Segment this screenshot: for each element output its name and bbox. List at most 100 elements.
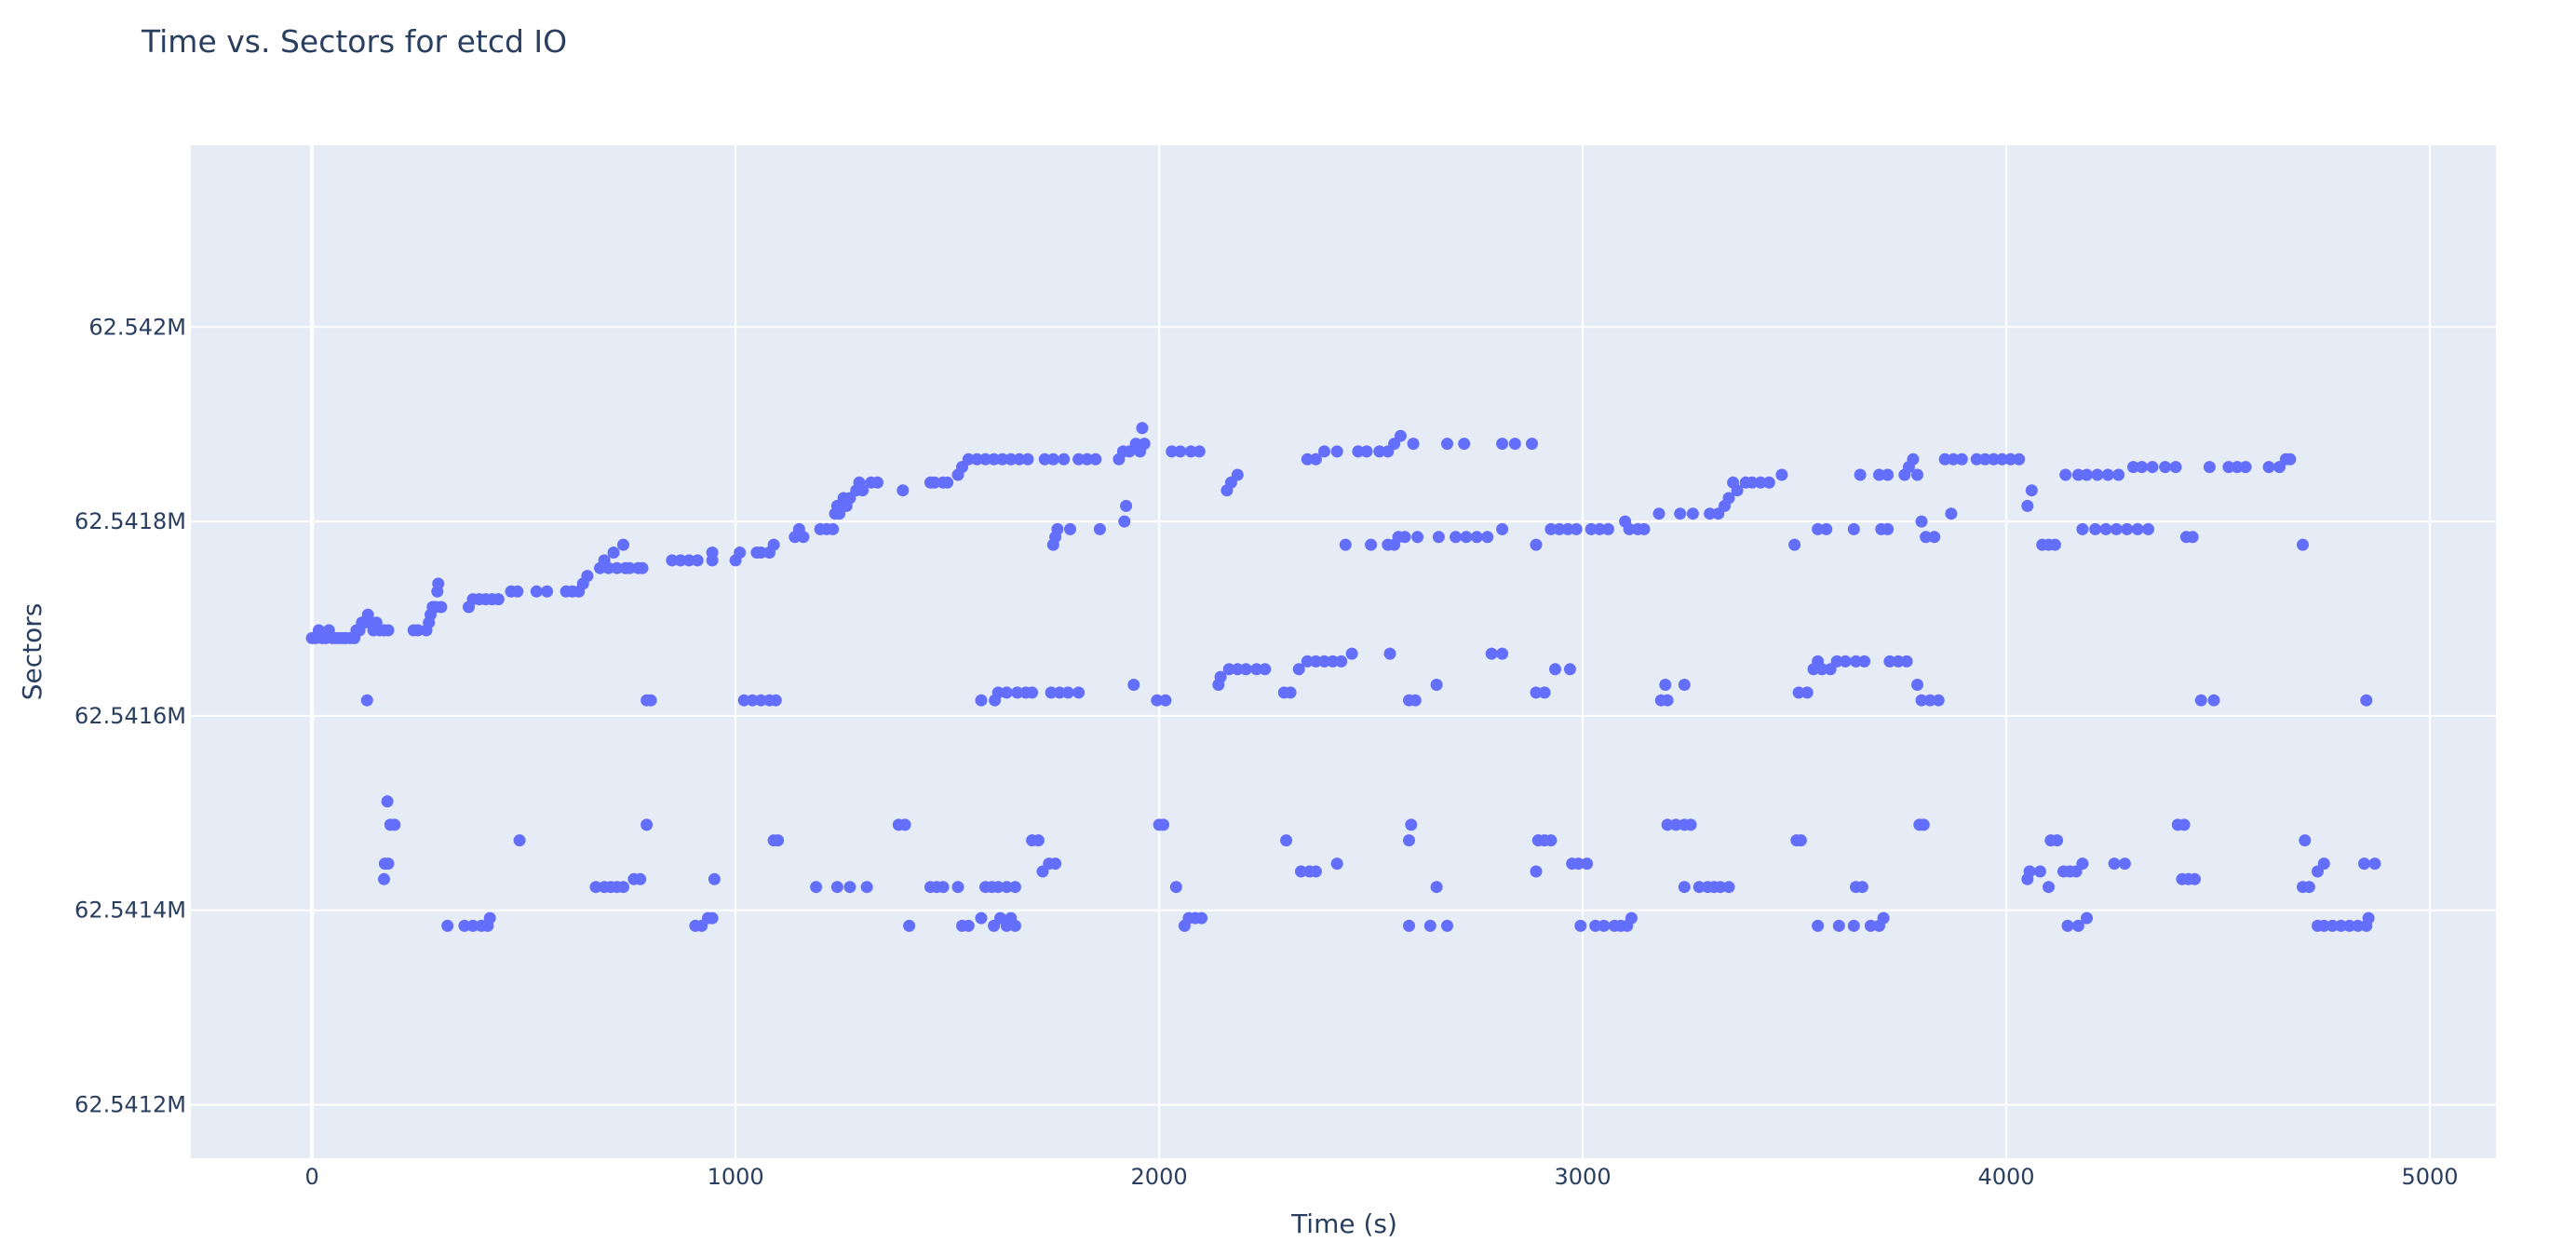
data-point: [2071, 468, 2084, 481]
data-point: [1373, 445, 1386, 458]
data-point: [1923, 694, 1936, 707]
data-point: [1081, 452, 1094, 466]
data-point: [1900, 655, 1913, 668]
data-point: [2013, 452, 2026, 466]
data-point: [1873, 468, 1885, 481]
data-point: [2059, 468, 2072, 481]
data-point: [2203, 461, 2216, 474]
data-point: [1058, 452, 1071, 466]
data-point: [1174, 445, 1187, 458]
data-point: [2142, 522, 2154, 535]
data-point: [1398, 531, 1411, 544]
data-point: [1000, 686, 1013, 699]
data-point: [589, 881, 602, 894]
data-point: [1159, 694, 1172, 707]
data-point: [541, 585, 554, 598]
data-point: [1064, 522, 1076, 535]
data-point: [1127, 679, 1140, 691]
data-point: [1309, 655, 1322, 668]
data-point: [1801, 686, 1814, 699]
data-point: [441, 919, 454, 932]
data-point: [1000, 881, 1013, 894]
y-tick-labels: 62.5412M 62.5414M 62.5416M 62.5418M 62.542M: [74, 314, 186, 1117]
data-point: [388, 818, 401, 831]
data-point: [1284, 686, 1297, 699]
data-point: [1623, 522, 1636, 535]
data-point: [1005, 452, 1018, 466]
data-point: [1911, 679, 1923, 691]
data-point: [1450, 531, 1463, 544]
data-point: [1411, 531, 1424, 544]
data-point: [2089, 522, 2102, 535]
data-point: [830, 881, 843, 894]
data-point: [1907, 452, 1920, 466]
data-point: [1652, 507, 1666, 520]
data-point: [1259, 663, 1272, 676]
data-point: [674, 554, 687, 567]
x-tick-label: 5000: [2401, 1164, 2458, 1190]
data-point: [2146, 461, 2159, 474]
data-point: [1593, 522, 1606, 535]
data-point: [1038, 452, 1051, 466]
data-point: [1812, 919, 1825, 932]
data-point: [2207, 694, 2220, 707]
data-point: [2297, 538, 2309, 551]
data-point: [2262, 461, 2275, 474]
data-point: [1309, 452, 1322, 466]
data-point: [1544, 522, 1558, 535]
data-point: [1792, 686, 1805, 699]
data-point: [1318, 445, 1330, 458]
data-point: [1722, 492, 1735, 505]
data-point: [2099, 522, 2112, 535]
data-point: [1920, 531, 1933, 544]
data-point: [1775, 468, 1788, 481]
data-point: [1318, 655, 1330, 668]
data-point: [2239, 461, 2252, 474]
data-point: [2335, 919, 2347, 932]
data-point: [513, 834, 526, 847]
data-point: [1854, 468, 1867, 481]
data-point: [988, 452, 1001, 466]
y-tick-label: 62.5418M: [74, 508, 186, 534]
data-point: [1731, 484, 1744, 497]
data-point: [644, 694, 657, 707]
data-point: [2352, 919, 2365, 932]
data-point: [2076, 857, 2089, 871]
data-point: [1530, 865, 1543, 878]
data-point: [602, 561, 615, 574]
data-point: [1938, 452, 1951, 466]
data-point: [530, 585, 543, 598]
data-point: [1061, 686, 1074, 699]
data-point: [897, 484, 910, 497]
data-point: [382, 624, 395, 637]
data-point: [1301, 655, 1314, 668]
data-point: [903, 919, 916, 932]
data-point: [1403, 919, 1415, 932]
data-point: [1987, 452, 2000, 466]
data-point: [666, 554, 679, 567]
data-point: [1151, 694, 1164, 707]
data-point: [360, 694, 373, 707]
data-point: [2317, 919, 2330, 932]
data-point: [1996, 452, 2008, 466]
data-point: [378, 872, 390, 885]
data-point: [2317, 857, 2330, 871]
data-point: [1327, 655, 1340, 668]
data-point: [706, 911, 719, 925]
data-point: [1231, 468, 1244, 481]
data-point: [737, 694, 750, 707]
data-point: [466, 919, 479, 932]
data-point: [1403, 834, 1415, 847]
data-point: [1955, 452, 1968, 466]
data-point: [2368, 857, 2381, 871]
data-point: [1686, 507, 1699, 520]
data-point: [1883, 655, 1896, 668]
data-point: [1722, 881, 1735, 894]
data-point: [2025, 484, 2038, 497]
data-point: [1678, 881, 1691, 894]
data-point: [1881, 522, 1895, 535]
data-point: [991, 686, 1005, 699]
data-point: [2076, 522, 2089, 535]
data-point: [1184, 445, 1197, 458]
data-point: [432, 577, 445, 590]
